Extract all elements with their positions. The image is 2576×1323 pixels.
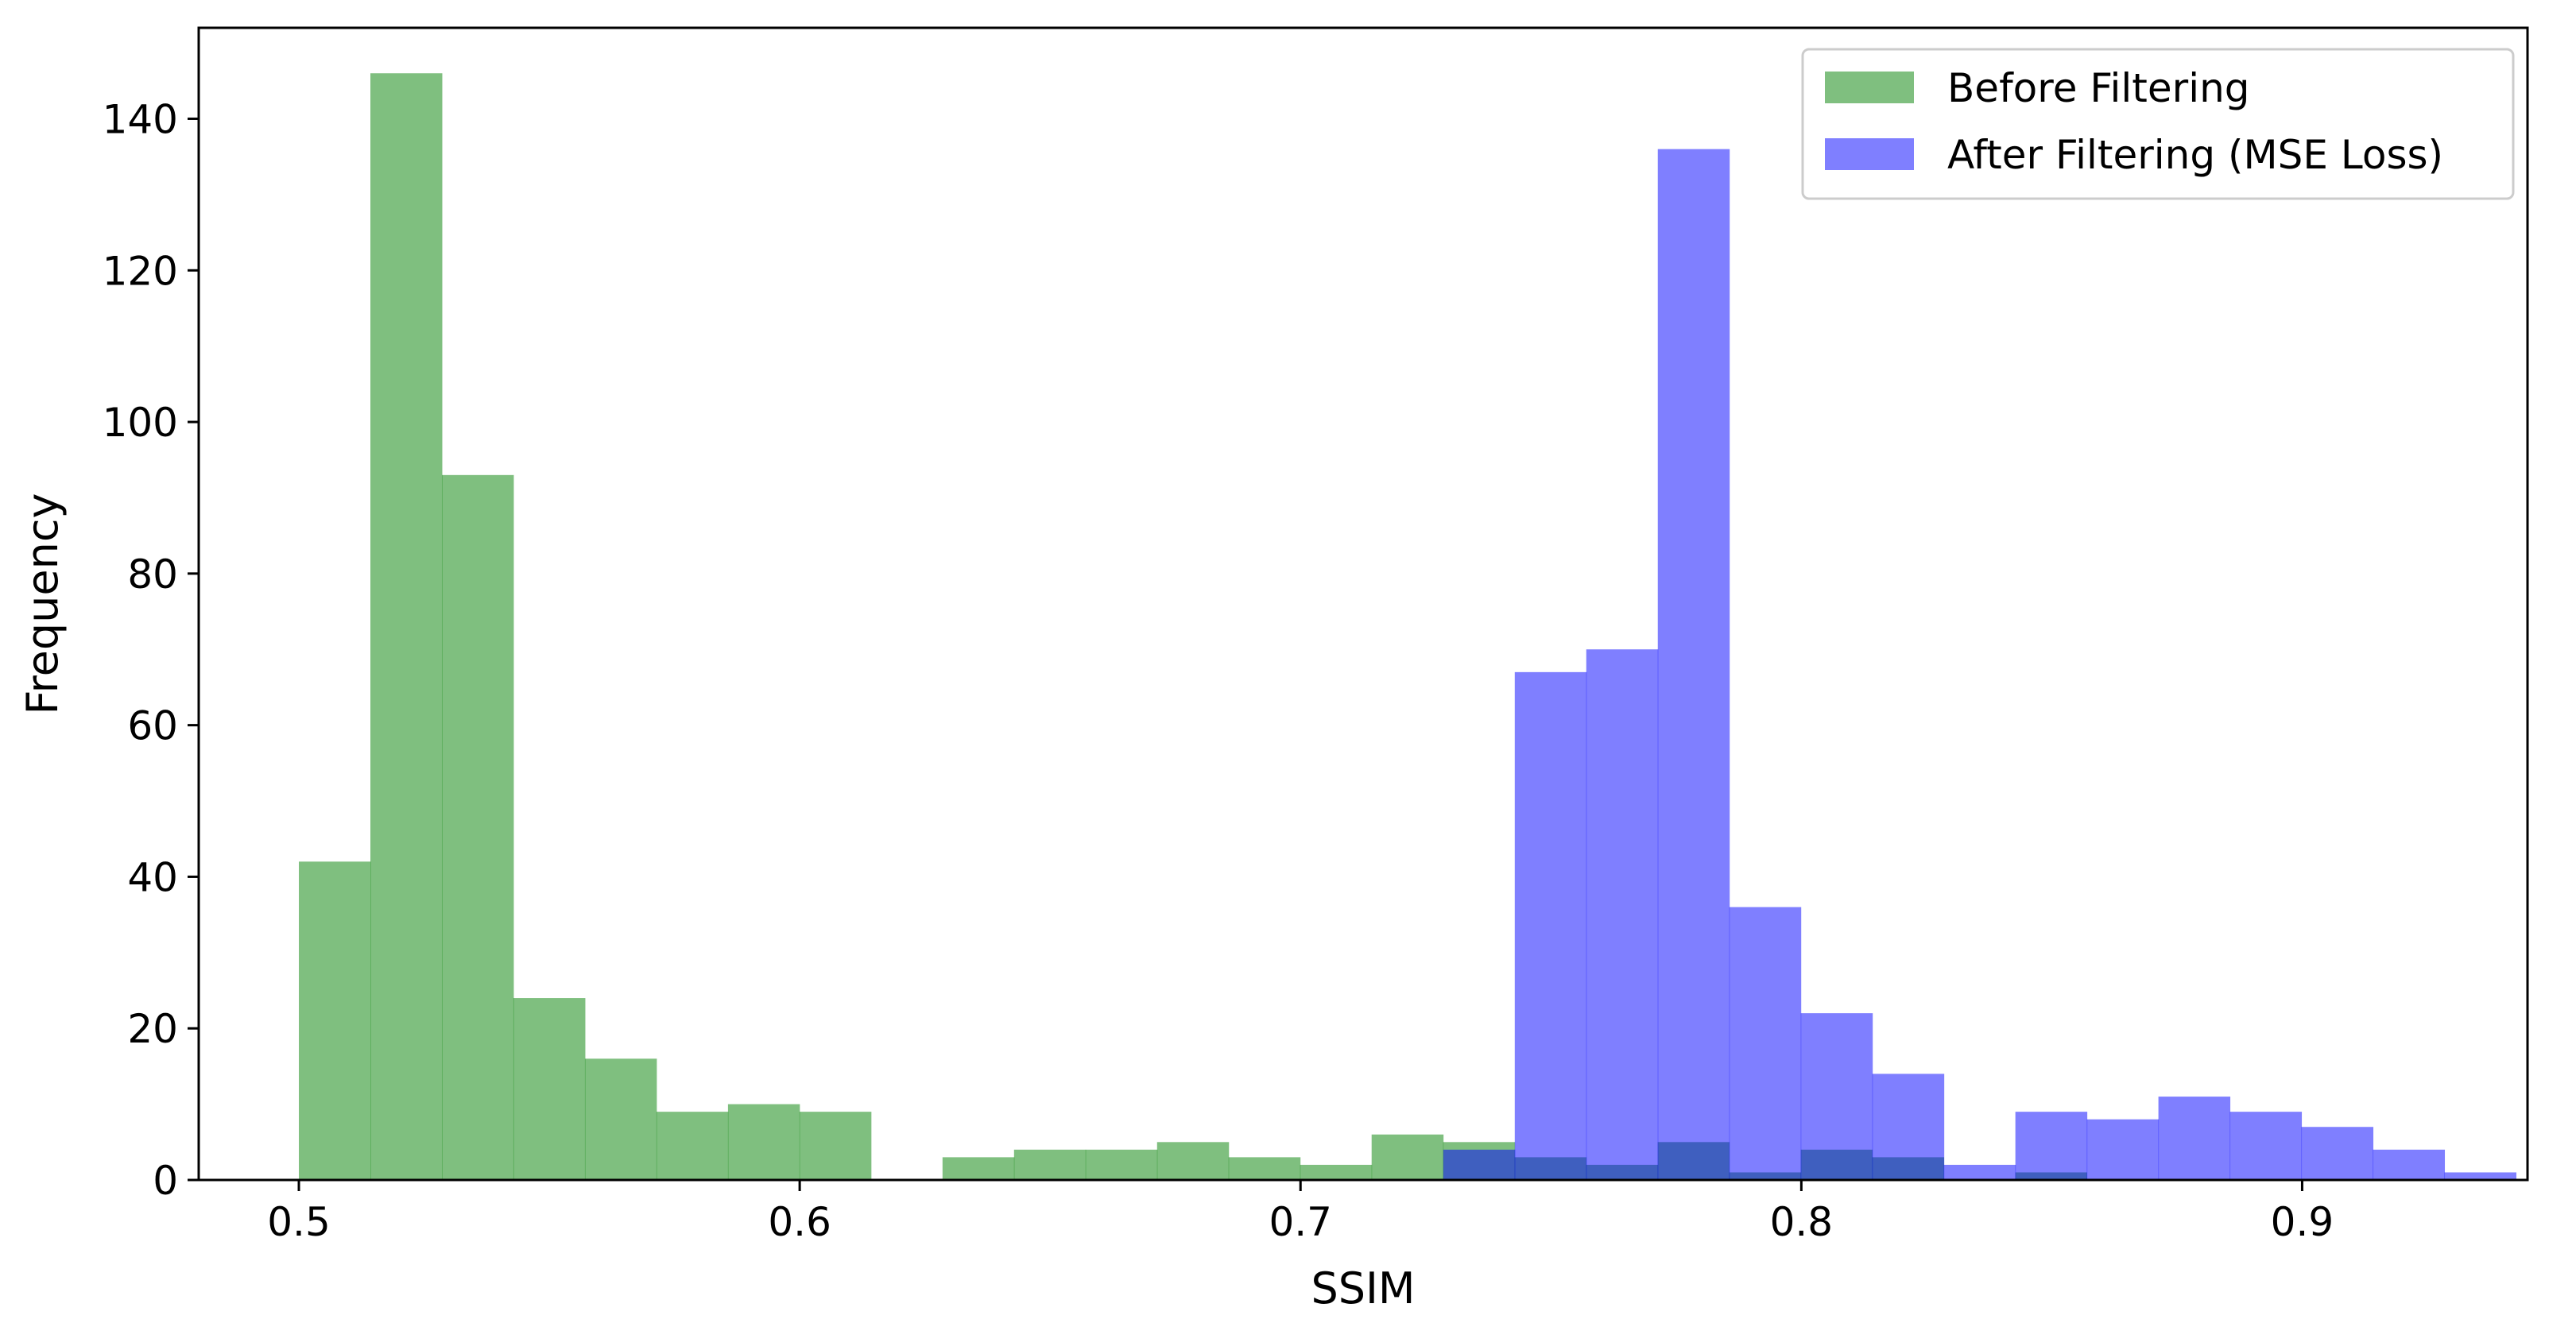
y-tick-label: 20 — [127, 1006, 178, 1052]
x-tick-label: 0.9 — [2271, 1199, 2334, 1245]
legend-swatch-before-filtering — [1825, 72, 1914, 103]
bar-before-filtering-13 — [1228, 1157, 1301, 1180]
bar-before-filtering-11 — [1085, 1149, 1158, 1180]
bar-after-filtering-mse-loss-0 — [1443, 1149, 1516, 1180]
bar-after-filtering-mse-loss-1 — [1514, 671, 1587, 1180]
bar-before-filtering-2 — [441, 474, 514, 1180]
bar-before-filtering-3 — [513, 998, 586, 1180]
y-tick-label: 60 — [127, 703, 178, 749]
legend: Before Filtering After Filtering (MSE Lo… — [1801, 48, 2515, 200]
bar-before-filtering-0 — [299, 861, 371, 1180]
bar-after-filtering-mse-loss-14 — [2444, 1172, 2517, 1180]
x-tick-label: 0.7 — [1269, 1199, 1332, 1245]
y-tick-label: 80 — [127, 551, 178, 598]
bar-after-filtering-mse-loss-12 — [2301, 1127, 2374, 1180]
bars-layer — [299, 73, 2517, 1181]
bar-after-filtering-mse-loss-9 — [2086, 1119, 2160, 1180]
bar-after-filtering-mse-loss-10 — [2158, 1097, 2231, 1180]
bar-before-filtering-10 — [1013, 1149, 1087, 1180]
bar-before-filtering-12 — [1156, 1142, 1230, 1180]
legend-label-before-filtering: Before Filtering — [1947, 65, 2250, 111]
legend-label-after-filtering: After Filtering (MSE Loss) — [1947, 132, 2443, 178]
bar-before-filtering-6 — [727, 1104, 800, 1180]
x-tick-label: 0.5 — [267, 1199, 331, 1245]
x-axis: 0.5 0.6 0.7 0.8 0.9 — [267, 1180, 2334, 1245]
y-tick-label: 0 — [153, 1158, 178, 1204]
plot-frame — [197, 26, 2529, 1182]
bar-after-filtering-mse-loss-13 — [2373, 1149, 2446, 1180]
bar-before-filtering-9 — [942, 1157, 1015, 1180]
bar-after-filtering-mse-loss-7 — [1943, 1164, 2016, 1180]
bar-before-filtering-5 — [656, 1112, 729, 1180]
bar-after-filtering-mse-loss-4 — [1729, 907, 1802, 1180]
x-axis-label: SSIM — [1311, 1263, 1415, 1313]
legend-swatch-after-filtering — [1825, 138, 1914, 170]
y-tick-label: 40 — [127, 854, 178, 900]
bar-after-filtering-mse-loss-2 — [1586, 649, 1659, 1180]
y-tick-label: 140 — [103, 96, 178, 142]
bar-after-filtering-mse-loss-3 — [1657, 149, 1730, 1180]
bar-before-filtering-14 — [1300, 1164, 1373, 1180]
bar-before-filtering-4 — [584, 1058, 657, 1180]
x-tick-label: 0.8 — [1770, 1199, 1834, 1245]
bar-after-filtering-mse-loss-11 — [2229, 1112, 2303, 1180]
legend-box — [1801, 48, 2515, 200]
y-axis-label: Frequency — [17, 493, 68, 715]
bar-after-filtering-mse-loss-6 — [1872, 1073, 1945, 1180]
y-tick-label: 120 — [103, 248, 178, 294]
bar-after-filtering-mse-loss-5 — [1800, 1013, 1873, 1180]
bar-before-filtering-15 — [1371, 1134, 1444, 1180]
bar-before-filtering-1 — [370, 73, 443, 1181]
bar-after-filtering-mse-loss-8 — [2015, 1112, 2088, 1180]
x-tick-label: 0.6 — [768, 1199, 831, 1245]
y-tick-label: 100 — [103, 400, 178, 446]
y-axis: 0 20 40 60 80 100 120 140 — [103, 96, 199, 1204]
bar-before-filtering-7 — [799, 1112, 872, 1180]
